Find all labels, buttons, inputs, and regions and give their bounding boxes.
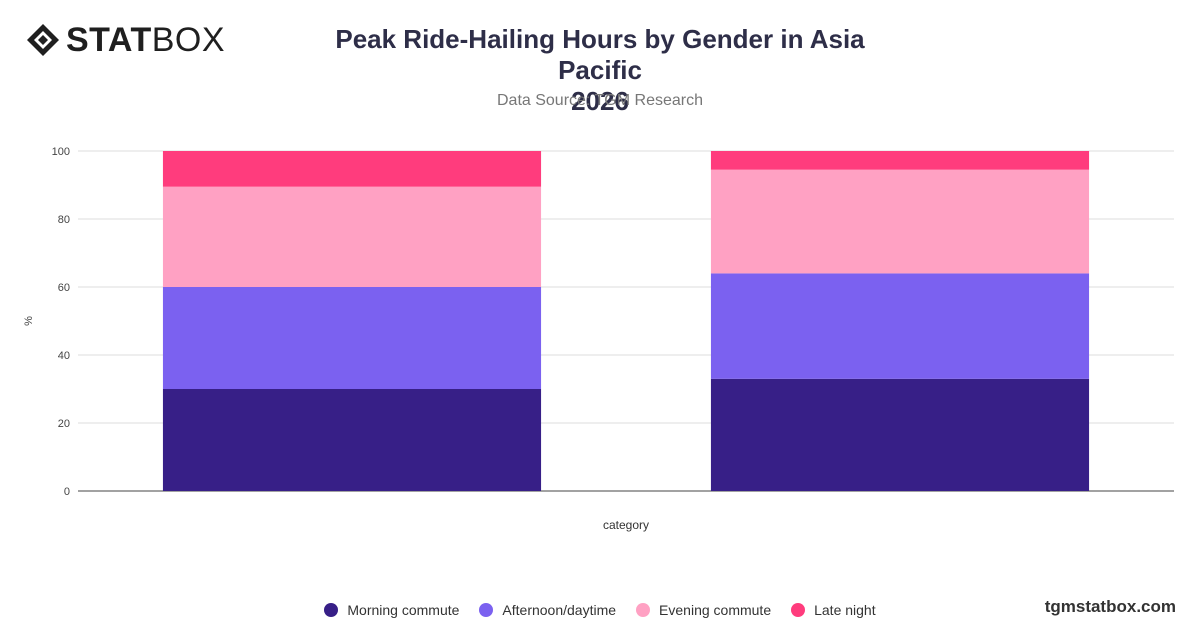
legend-label: Afternoon/daytime — [502, 602, 617, 618]
chart-title: Peak Ride-Hailing Hours by Gender in Asi… — [300, 24, 900, 117]
bar-segment — [162, 186, 542, 287]
legend-label: Morning commute — [347, 602, 460, 618]
y-tick-label: 20 — [58, 418, 70, 430]
logo-text-bold: STAT — [66, 21, 152, 59]
bar-segment — [710, 378, 1090, 491]
bar-segment — [710, 169, 1090, 274]
legend-dot-icon — [636, 603, 651, 617]
x-axis-label: category — [603, 518, 649, 532]
y-tick-label: 60 — [58, 282, 70, 294]
legend-label: Evening commute — [659, 602, 772, 618]
legend-item[interactable]: Afternoon/daytime — [479, 602, 616, 618]
legend-dot-icon — [791, 603, 806, 617]
y-tick-label: 0 — [64, 486, 70, 498]
logo-text-light: BOX — [151, 21, 226, 59]
legend-dot-icon — [479, 603, 494, 617]
statbox-logo: STATBOX — [26, 22, 225, 58]
bar-segment — [710, 273, 1090, 379]
diamond-logo-icon — [27, 24, 59, 56]
bar-segment — [162, 389, 542, 491]
y-tick-label: 40 — [58, 350, 70, 362]
y-tick-label: 100 — [52, 146, 70, 158]
y-axis-label: % — [23, 316, 35, 326]
bar-segment — [162, 151, 542, 187]
chart-legend: Morning commute Afternoon/daytime Evening … — [0, 602, 1200, 618]
logo-text: STATBOX — [66, 22, 225, 58]
legend-item[interactable]: Morning commute — [324, 602, 459, 618]
chart-title-line-2: 2026 — [571, 86, 629, 116]
legend-item[interactable]: Evening commute — [636, 602, 771, 618]
y-tick-label: 80 — [58, 214, 70, 226]
legend-dot-icon — [324, 603, 339, 617]
legend-label: Late night — [814, 602, 876, 618]
bar-segment — [162, 287, 542, 389]
legend-item[interactable]: Late night — [791, 602, 876, 618]
chart-title-line-1: Peak Ride-Hailing Hours by Gender in Asi… — [335, 24, 865, 85]
brand-footer: tgmstatbox.com — [1044, 597, 1176, 616]
bar-segment — [710, 151, 1090, 170]
chart-subtitle: Data Source: TGM Research — [496, 92, 703, 109]
